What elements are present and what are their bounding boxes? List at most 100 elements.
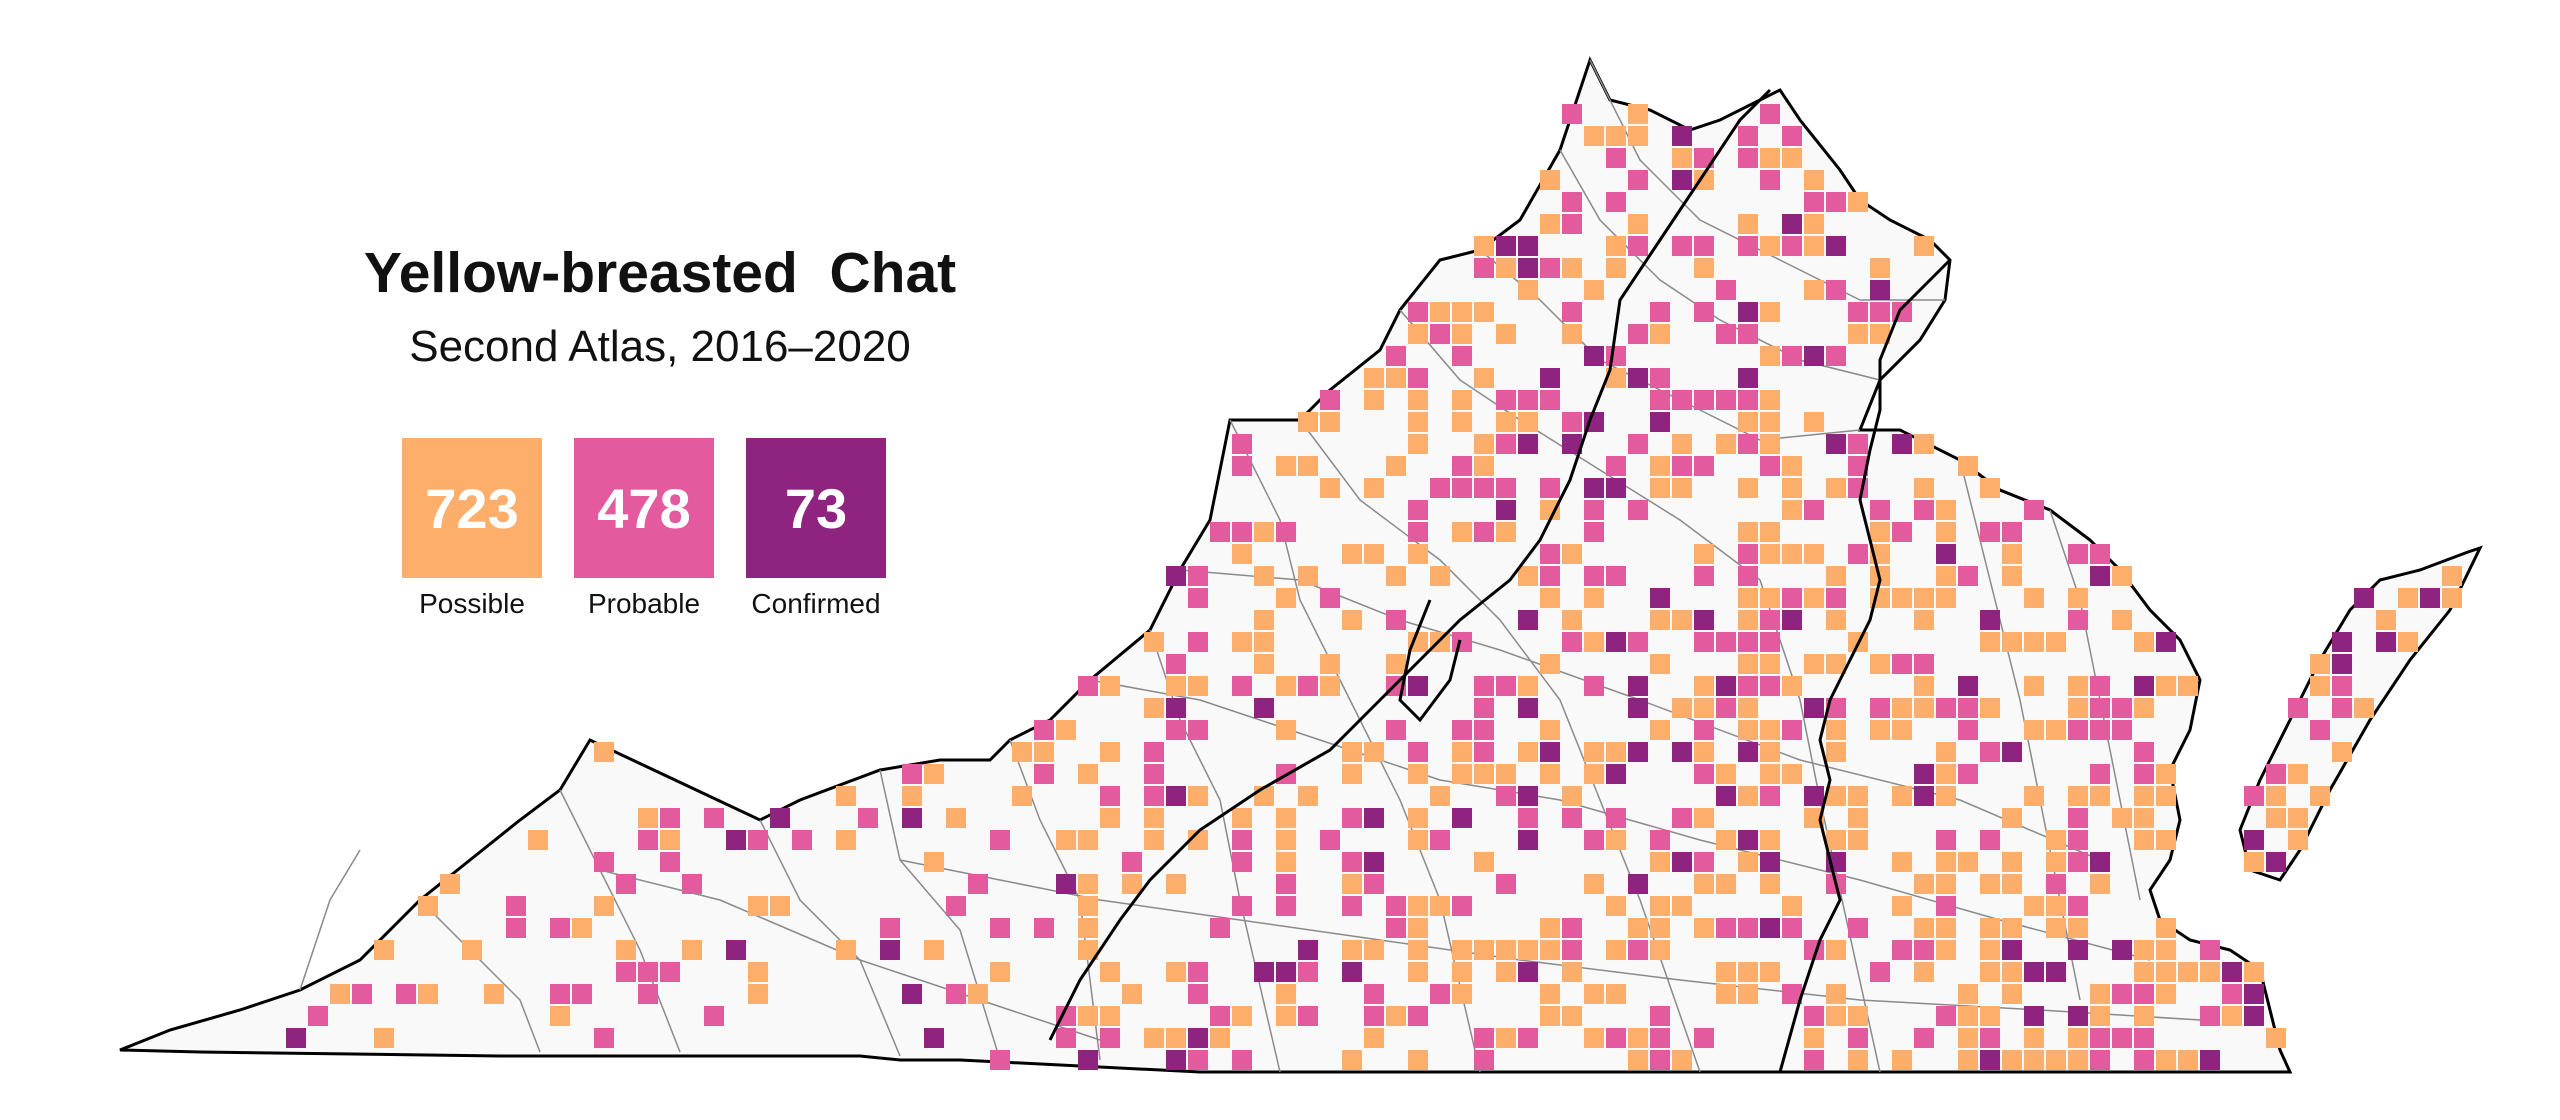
atlas-block — [1870, 720, 1890, 740]
atlas-block — [924, 1028, 944, 1048]
atlas-block — [924, 852, 944, 872]
atlas-block — [1320, 478, 1340, 498]
atlas-block — [2134, 1050, 2154, 1070]
atlas-block — [1100, 808, 1120, 828]
atlas-block — [1386, 346, 1406, 366]
atlas-block — [1848, 1050, 1868, 1070]
atlas-block — [1694, 456, 1714, 476]
atlas-block — [1936, 830, 1956, 850]
atlas-block — [1760, 786, 1780, 806]
atlas-block — [1012, 742, 1032, 762]
atlas-block — [1672, 896, 1692, 916]
atlas-block — [902, 984, 922, 1004]
atlas-block — [682, 874, 702, 894]
atlas-block — [1342, 610, 1362, 630]
atlas-block — [946, 984, 966, 1004]
atlas-block — [1166, 698, 1186, 718]
atlas-block — [1760, 346, 1780, 366]
atlas-block — [1738, 302, 1758, 322]
atlas-block — [2288, 698, 2308, 718]
atlas-block — [1166, 786, 1186, 806]
atlas-block — [1694, 170, 1714, 190]
atlas-block — [1430, 984, 1450, 1004]
atlas-block — [660, 808, 680, 828]
atlas-block — [418, 984, 438, 1004]
atlas-block — [2310, 786, 2330, 806]
atlas-block — [1298, 1006, 1318, 1026]
atlas-block — [1804, 192, 1824, 212]
atlas-block — [594, 1028, 614, 1048]
atlas-block — [1276, 852, 1296, 872]
atlas-block — [2156, 1050, 2176, 1070]
atlas-block — [1958, 764, 1978, 784]
atlas-block — [2046, 830, 2066, 850]
atlas-block — [1738, 962, 1758, 982]
atlas-block — [2068, 720, 2088, 740]
atlas-block — [1144, 698, 1164, 718]
atlas-block — [1474, 368, 1494, 388]
atlas-block — [1276, 522, 1296, 542]
atlas-block — [1738, 390, 1758, 410]
atlas-block — [1848, 1028, 1868, 1048]
atlas-block — [1650, 1028, 1670, 1048]
atlas-block — [1408, 742, 1428, 762]
atlas-block — [1782, 588, 1802, 608]
atlas-block — [1496, 786, 1516, 806]
atlas-block — [2068, 1006, 2088, 1026]
atlas-block — [1562, 962, 1582, 982]
atlas-block — [1738, 478, 1758, 498]
atlas-block — [1892, 896, 1912, 916]
atlas-block — [1848, 192, 1868, 212]
atlas-block — [1914, 698, 1934, 718]
atlas-block — [2332, 698, 2352, 718]
atlas-block — [1452, 478, 1472, 498]
atlas-block — [1936, 896, 1956, 916]
atlas-block — [2090, 786, 2110, 806]
atlas-block — [1518, 236, 1538, 256]
atlas-block — [2156, 632, 2176, 652]
atlas-block — [616, 874, 636, 894]
atlas-block — [1298, 456, 1318, 476]
atlas-block — [1782, 236, 1802, 256]
legend-probable-swatch: 478 — [574, 438, 714, 578]
atlas-block — [1782, 478, 1802, 498]
atlas-block — [1980, 742, 2000, 762]
atlas-block — [1760, 962, 1780, 982]
atlas-block — [1760, 170, 1780, 190]
atlas-block — [1738, 786, 1758, 806]
legend-possible-label: Possible — [419, 588, 525, 619]
atlas-block — [2288, 808, 2308, 828]
atlas-block — [1408, 676, 1428, 696]
atlas-block — [1936, 940, 1956, 960]
atlas-block — [1738, 148, 1758, 168]
atlas-block — [1342, 874, 1362, 894]
atlas-block — [660, 830, 680, 850]
atlas-block — [1628, 434, 1648, 454]
atlas-block — [1650, 456, 1670, 476]
atlas-block — [1672, 808, 1692, 828]
atlas-block — [1804, 1028, 1824, 1048]
atlas-block — [1606, 742, 1626, 762]
atlas-block — [1628, 1028, 1648, 1048]
atlas-block — [550, 984, 570, 1004]
atlas-block — [1914, 874, 1934, 894]
atlas-block — [1562, 412, 1582, 432]
atlas-block — [2178, 962, 2198, 982]
atlas-block — [1606, 940, 1626, 960]
atlas-block — [1980, 918, 2000, 938]
atlas-block — [1870, 654, 1890, 674]
atlas-block — [1452, 302, 1472, 322]
atlas-block — [2288, 764, 2308, 784]
legend-possible-swatch: 723 — [402, 438, 542, 578]
atlas-block — [1804, 544, 1824, 564]
atlas-block — [1496, 522, 1516, 542]
atlas-block — [2024, 1050, 2044, 1070]
atlas-block — [1254, 610, 1274, 630]
atlas-block — [2222, 1006, 2242, 1026]
atlas-block — [2112, 1028, 2132, 1048]
atlas-block — [2420, 588, 2440, 608]
atlas-block — [1562, 808, 1582, 828]
atlas-block — [1232, 522, 1252, 542]
atlas-block — [1628, 742, 1648, 762]
atlas-block — [1540, 500, 1560, 520]
